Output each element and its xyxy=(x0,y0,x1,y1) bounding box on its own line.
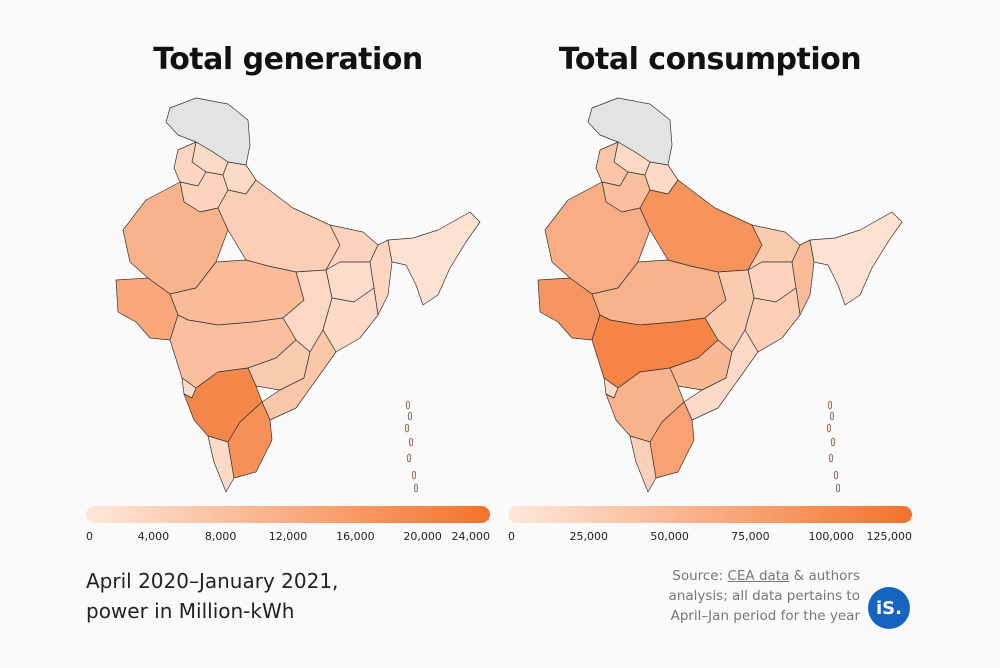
island-6 xyxy=(835,483,841,493)
source-prefix: Source: xyxy=(672,568,728,584)
cea-data-link[interactable]: CEA data xyxy=(727,568,790,584)
region-uttar-pradesh xyxy=(639,179,763,273)
legend-tick-3: 75,000 xyxy=(731,530,770,543)
region-karnataka xyxy=(183,367,263,443)
island-5 xyxy=(833,470,839,480)
legend-tick-2: 50,000 xyxy=(650,530,689,543)
island-2 xyxy=(826,423,832,433)
region-tamil-nadu xyxy=(227,401,273,479)
consumption-legend-ticks: 0 25,000 50,000 75,000 100,000 125,000 xyxy=(508,530,912,544)
period-line-2: power in Million-kWh xyxy=(86,599,295,623)
source-line-1: Source: CEA data & authors xyxy=(620,566,860,586)
generation-legend-ticks: 0 4,000 8,000 12,000 16,000 20,000 24,000 xyxy=(86,530,490,544)
region-northeast xyxy=(809,211,903,306)
consumption-map xyxy=(537,97,903,493)
legend-tick-1: 25,000 xyxy=(569,530,609,543)
island-0 xyxy=(405,400,411,410)
island-1 xyxy=(407,411,413,421)
island-0 xyxy=(827,400,833,410)
island-1 xyxy=(829,411,835,421)
source-suffix: & authors xyxy=(789,568,860,584)
legend-tick-4: 100,000 xyxy=(808,530,854,543)
legend-tick-2: 8,000 xyxy=(204,530,237,543)
region-karnataka xyxy=(605,367,685,443)
legend-tick-3: 12,000 xyxy=(268,530,308,543)
generation-title: Total generation xyxy=(153,42,423,77)
region-kerala xyxy=(629,435,657,493)
legend-tick-0: 0 xyxy=(508,530,515,543)
island-4 xyxy=(828,453,834,463)
period-line-1: April 2020–January 2021, xyxy=(86,569,339,593)
region-tamil-nadu xyxy=(649,401,695,479)
source-note: Source: CEA data & authors analysis; all… xyxy=(620,566,860,626)
period-note: April 2020–January 2021, power in Millio… xyxy=(86,566,426,626)
island-5 xyxy=(411,470,417,480)
brand-logo[interactable]: iS. xyxy=(868,587,910,629)
island-6 xyxy=(413,483,419,493)
region-kerala xyxy=(207,435,235,493)
source-line-2: analysis; all data pertains to xyxy=(668,588,860,604)
consumption-title: Total consumption xyxy=(558,42,862,77)
legend-tick-5: 20,000 xyxy=(403,530,442,543)
region-northeast xyxy=(387,211,481,306)
island-2 xyxy=(404,423,410,433)
legend-tick-1: 4,000 xyxy=(137,530,170,543)
source-line-3: April–Jan period for the year xyxy=(670,608,860,624)
legend-tick-4: 16,000 xyxy=(336,530,375,543)
region-uttar-pradesh xyxy=(217,179,341,273)
generation-legend-bar xyxy=(86,506,490,523)
generation-map xyxy=(115,97,481,493)
legend-tick-6: 24,000 xyxy=(451,530,491,543)
island-3 xyxy=(408,437,414,447)
consumption-legend-bar xyxy=(508,506,912,523)
legend-tick-0: 0 xyxy=(86,530,93,543)
legend-tick-5: 125,000 xyxy=(866,530,913,543)
island-3 xyxy=(830,437,836,447)
island-4 xyxy=(406,453,412,463)
